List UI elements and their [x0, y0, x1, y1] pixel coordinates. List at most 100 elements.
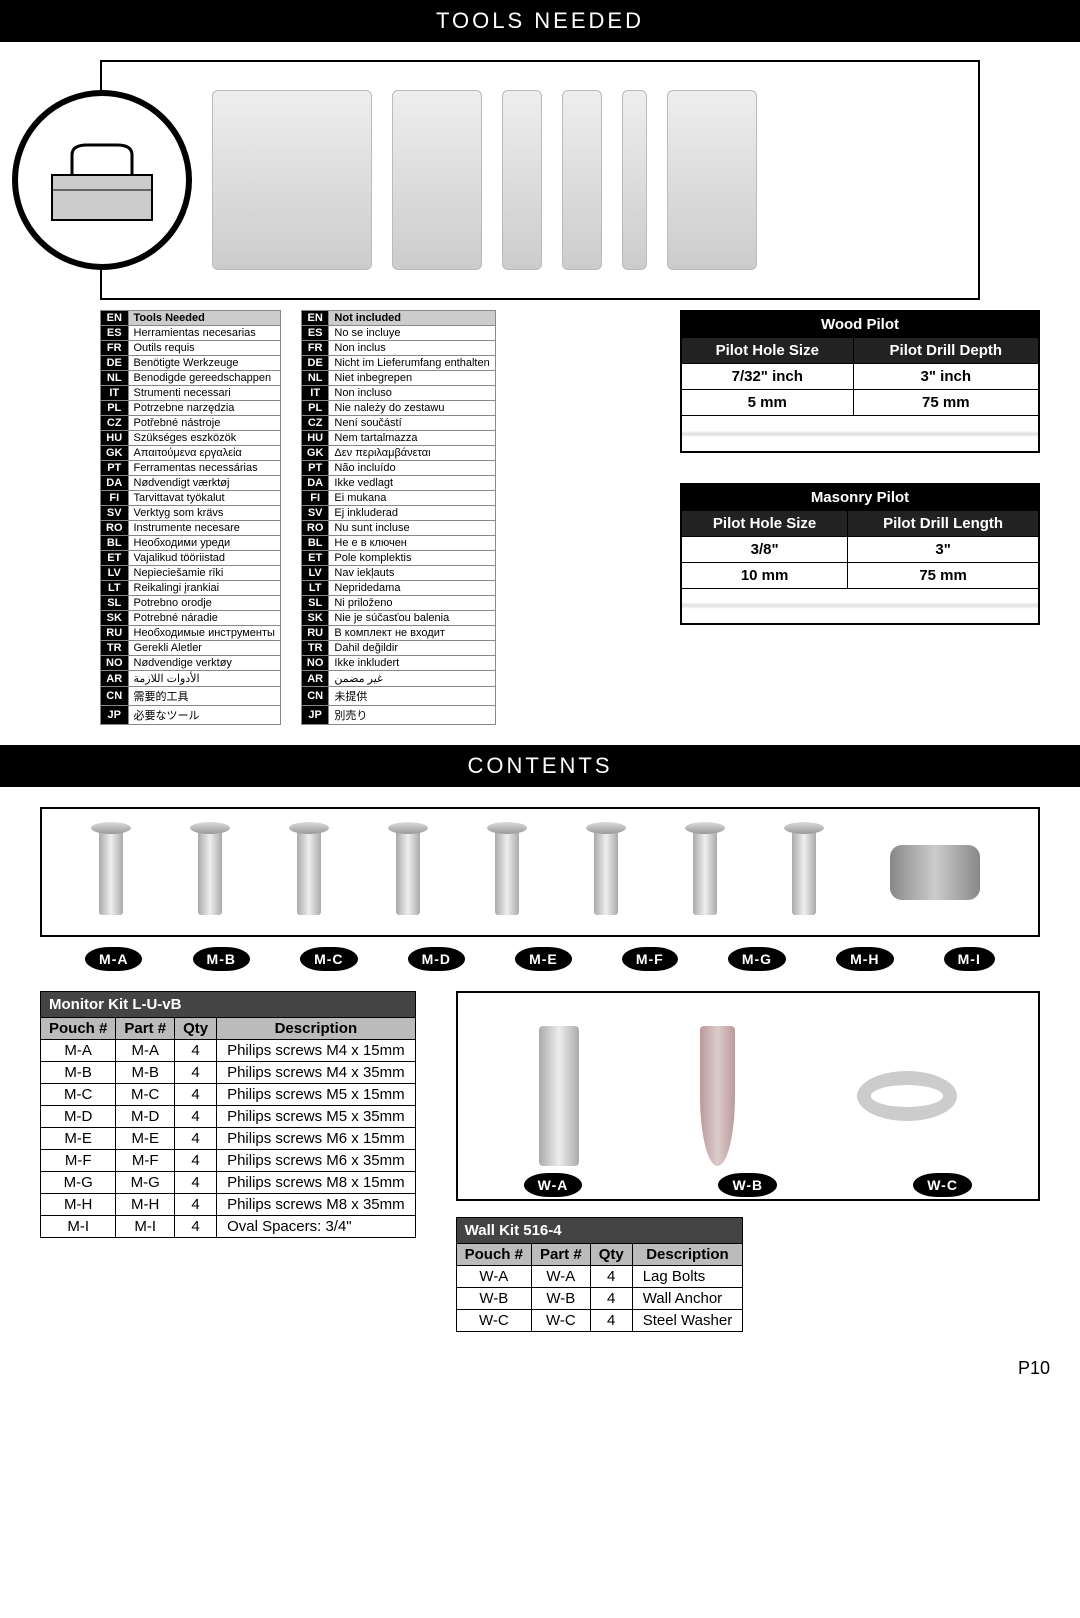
lang-text: Pole komplektis [329, 551, 495, 566]
wall-anchor-icon [700, 1026, 735, 1166]
kit-cell: Philips screws M6 x 35mm [217, 1150, 416, 1172]
wall-kit-table: Wall Kit 516-4Pouch #Part #QtyDescriptio… [456, 1217, 744, 1332]
kit-col-header: Pouch # [456, 1244, 531, 1266]
lang-code: JP [301, 706, 329, 725]
lang-text: Potrzebne narzędzia [128, 401, 280, 416]
lang-code: LV [301, 566, 329, 581]
kit-cell: Philips screws M5 x 15mm [217, 1084, 416, 1106]
spacer-mi-icon [890, 845, 980, 900]
kit-cell: 4 [590, 1310, 632, 1332]
lang-text: Niet inbegrepen [329, 371, 495, 386]
page-number: P10 [0, 1352, 1080, 1389]
lang-text: Reikalingi įrankiai [128, 581, 280, 596]
lang-text: 必要なツール [128, 706, 280, 725]
lang-text: Nie je súčasťou balenia [329, 611, 495, 626]
lang-text: Ni priloženo [329, 596, 495, 611]
hardware-label: M-A [85, 947, 142, 971]
screw-mh-icon [792, 830, 816, 915]
lang-text: Необходими уреди [128, 536, 280, 551]
lang-code: SL [301, 596, 329, 611]
masonry-pilot-col2: Pilot Drill Length [848, 510, 1039, 536]
lang-text: Benodigde gereedschappen [128, 371, 280, 386]
lang-text: الأدوات اللازمة [128, 671, 280, 687]
masonry-pilot-col1: Pilot Hole Size [681, 510, 848, 536]
lang-code: FI [301, 491, 329, 506]
kit-cell: 4 [175, 1216, 217, 1238]
lang-text: Не е в ключен [329, 536, 495, 551]
lang-code: CZ [101, 416, 129, 431]
lang-code: NO [101, 656, 129, 671]
lang-code: FR [301, 341, 329, 356]
lang-text: Tools Needed [128, 311, 280, 326]
hardware-label: M-E [515, 947, 572, 971]
lag-bolt-icon [539, 1026, 579, 1166]
lang-code: GK [301, 446, 329, 461]
lang-code: BL [301, 536, 329, 551]
wall-label: W-B [718, 1173, 777, 1197]
kit-cell: M-H [41, 1194, 116, 1216]
masonry-drill-bit-icon [681, 588, 1039, 624]
tools-needed-header: TOOLS NEEDED [0, 0, 1080, 42]
wood-pilot-title: Wood Pilot [681, 311, 1039, 338]
lang-text: 未提供 [329, 687, 495, 706]
kit-cell: Philips screws M8 x 15mm [217, 1172, 416, 1194]
monitor-hardware-box [40, 807, 1040, 937]
kit-cell: Philips screws M4 x 35mm [217, 1062, 416, 1084]
kit-cell: M-H [116, 1194, 175, 1216]
kit-cell: 4 [175, 1194, 217, 1216]
lang-code: DA [101, 476, 129, 491]
lang-text: Необходимые инструменты [128, 626, 280, 641]
hardware-label: M-I [944, 947, 995, 971]
kit-title: Monitor Kit L-U-vB [41, 992, 416, 1018]
lang-text: Potrebno orodje [128, 596, 280, 611]
lang-text: Non inclus [329, 341, 495, 356]
hardware-label: M-D [408, 947, 465, 971]
lang-text: Tarvittavat työkalut [128, 491, 280, 506]
lang-code: GK [101, 446, 129, 461]
wall-label: W-A [524, 1173, 583, 1197]
kit-col-header: Description [217, 1018, 416, 1040]
lang-code: FI [101, 491, 129, 506]
kit-cell: Philips screws M8 x 35mm [217, 1194, 416, 1216]
kit-cell: W-A [456, 1266, 531, 1288]
lang-text: Ikke inkludert [329, 656, 495, 671]
kit-cell: 4 [175, 1150, 217, 1172]
lang-code: NL [301, 371, 329, 386]
wood-pilot-col2: Pilot Drill Depth [853, 338, 1039, 364]
screw-me-icon [495, 830, 519, 915]
monitor-kit-table: Monitor Kit L-U-vBPouch #Part #QtyDescri… [40, 991, 416, 1238]
kit-title: Wall Kit 516-4 [456, 1218, 743, 1244]
masonry-pilot-title: Masonry Pilot [681, 484, 1039, 511]
kit-cell: W-C [531, 1310, 590, 1332]
lang-code: EN [301, 311, 329, 326]
hardware-label: M-G [728, 947, 786, 971]
kit-cell: 4 [590, 1266, 632, 1288]
kit-cell: M-I [116, 1216, 175, 1238]
wood-pilot-r1c2: 3" inch [853, 364, 1039, 390]
lang-text: Nie należy do zestawu [329, 401, 495, 416]
lang-code: NL [101, 371, 129, 386]
tools-needed-translation-table: ENTools NeededESHerramientas necesariasF… [100, 310, 281, 725]
kit-cell: M-G [41, 1172, 116, 1194]
lang-code: LT [301, 581, 329, 596]
studfinder-icon [392, 90, 482, 270]
kit-cell: Philips screws M6 x 15mm [217, 1128, 416, 1150]
lang-code: PT [101, 461, 129, 476]
lang-code: EN [101, 311, 129, 326]
screw-md-icon [396, 830, 420, 915]
wood-pilot-r2c1: 5 mm [681, 390, 853, 416]
lang-text: Nødvendige verktøy [128, 656, 280, 671]
screw-mb-icon [198, 830, 222, 915]
lang-code: RO [301, 521, 329, 536]
kit-cell: Wall Anchor [632, 1288, 742, 1310]
lang-code: CZ [301, 416, 329, 431]
wall-hardware-box [456, 991, 1040, 1201]
kit-col-header: Pouch # [41, 1018, 116, 1040]
kit-cell: 4 [175, 1128, 217, 1150]
masonry-pilot-table: Masonry Pilot Pilot Hole SizePilot Drill… [680, 483, 1040, 626]
lang-text: Szükséges eszközök [128, 431, 280, 446]
kit-cell: M-F [116, 1150, 175, 1172]
lang-code: AR [301, 671, 329, 687]
lang-code: SK [101, 611, 129, 626]
screwdriver-icon [502, 90, 542, 270]
